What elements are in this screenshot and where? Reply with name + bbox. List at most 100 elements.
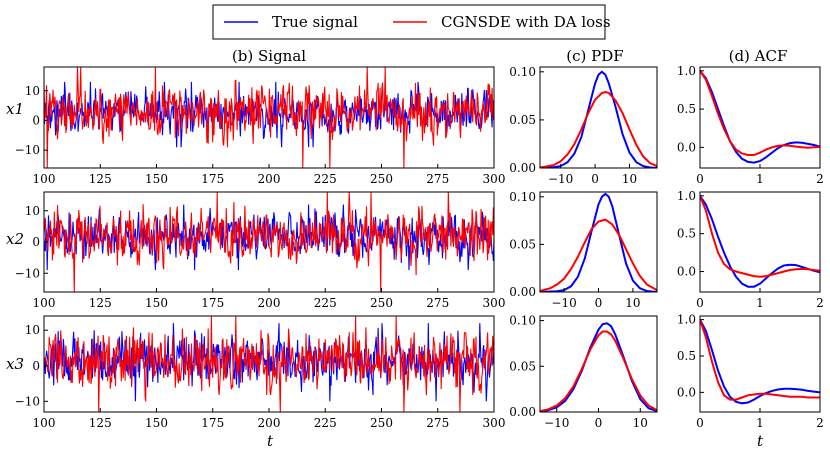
- title-pdf: (c) PDF: [566, 47, 623, 65]
- series-line-cgnsde: [540, 218, 657, 292]
- x-tick-label: 0: [595, 296, 603, 310]
- series-line-cgnsde: [540, 330, 657, 412]
- y-tick-label: 0.5: [677, 349, 696, 363]
- y-tick-label: 0.0: [677, 385, 696, 399]
- plot-area-pdf-x2: [540, 192, 657, 292]
- y-tick-label: 0.00: [509, 405, 536, 419]
- plot-area-signal-x1: [44, 67, 494, 168]
- y-tick-label: 10: [25, 323, 40, 337]
- x-tick-label: 275: [426, 172, 449, 186]
- x-tick-label: 2: [816, 416, 824, 430]
- plot-area-acf-x2: [700, 195, 820, 288]
- xlabel-t-acf: t: [757, 432, 764, 450]
- x-tick-label: 2: [816, 296, 824, 310]
- x-tick-label: 1: [756, 416, 764, 430]
- y-tick-label: 0.00: [509, 285, 536, 299]
- x-tick-label: 175: [201, 172, 224, 186]
- x-tick-label: 175: [201, 416, 224, 430]
- x-tick-label: 200: [258, 296, 281, 310]
- series-line-cgnsde: [540, 90, 657, 168]
- y-tick-label: 0: [32, 235, 40, 249]
- x-tick-label: 10: [633, 416, 648, 430]
- x-tick-label: −10: [551, 296, 576, 310]
- x-tick-label: 2: [816, 172, 824, 186]
- x-tick-label: 10: [625, 296, 640, 310]
- x-tick-label: 1: [756, 172, 764, 186]
- x-tick-label: 275: [426, 296, 449, 310]
- y-tick-label: 1.0: [677, 64, 696, 78]
- y-tick-label: 0.05: [509, 237, 536, 251]
- series-line-true-signal: [700, 195, 820, 288]
- row-label-x1-text: x1: [6, 100, 24, 118]
- row-label-x3-text: x3: [6, 355, 24, 373]
- xlabel-t-signal: t: [267, 432, 274, 450]
- x-tick-label: 275: [426, 416, 449, 430]
- series-line-cgnsde: [44, 67, 494, 168]
- y-tick-label: 10: [25, 84, 40, 98]
- x-tick-label: 300: [483, 172, 506, 186]
- series-line-true-signal: [700, 70, 820, 164]
- legend-label-true-signal: True signal: [272, 13, 358, 31]
- x-tick-label: 0: [696, 172, 704, 186]
- y-tick-label: 0.05: [509, 113, 536, 127]
- y-tick-label: 1.0: [677, 189, 696, 203]
- x-tick-label: 0: [696, 416, 704, 430]
- y-tick-label: −10: [15, 394, 40, 408]
- title-acf: (d) ACF: [729, 47, 788, 65]
- series-line-true-signal: [540, 192, 657, 292]
- y-tick-label: 0: [32, 113, 40, 127]
- plot-area-pdf-x3: [540, 322, 657, 412]
- plot-area-signal-x3: [44, 316, 494, 412]
- y-tick-label: 0: [32, 359, 40, 373]
- x-tick-label: −10: [548, 172, 573, 186]
- x-tick-label: 10: [622, 172, 637, 186]
- y-tick-label: 0.05: [509, 359, 536, 373]
- x-tick-label: 300: [483, 296, 506, 310]
- series-line-cgnsde: [700, 70, 820, 156]
- panel-pdf-x2: −10 0 10 0.00 0.05 0.10: [509, 190, 658, 310]
- plot-area-signal-x2: [44, 192, 494, 292]
- row-label-x1: x1: [6, 100, 24, 118]
- x-tick-label: 100: [33, 416, 56, 430]
- x-tick-label: 100: [33, 296, 56, 310]
- x-tick-label: 225: [314, 416, 337, 430]
- x-tick-label: 125: [89, 416, 112, 430]
- y-tick-label: 0.10: [509, 65, 536, 79]
- plot-area-pdf-x1: [540, 70, 657, 168]
- panel-acf-x1: 0 1 2 0.0 0.5 1.0: [677, 64, 824, 186]
- panel-acf-x2: 0 1 2 0.0 0.5 1.0: [677, 189, 824, 310]
- series-line-true-signal: [700, 319, 820, 405]
- x-tick-label: 1: [756, 296, 764, 310]
- x-tick-label: 150: [145, 296, 168, 310]
- series-line-true-signal: [540, 322, 657, 412]
- x-tick-label: 150: [145, 172, 168, 186]
- panel-pdf-x3: −10 0 10 0.00 0.05 0.10: [509, 314, 658, 430]
- y-tick-label: 1.0: [677, 313, 696, 327]
- y-tick-label: 0.5: [677, 102, 696, 116]
- row-label-x2: x2: [6, 230, 24, 248]
- y-tick-label: 0.10: [509, 314, 536, 328]
- x-tick-label: 175: [201, 296, 224, 310]
- series-line-cgnsde: [700, 195, 820, 278]
- y-tick-label: 0.00: [509, 161, 536, 175]
- x-tick-label: 125: [89, 296, 112, 310]
- plot-area-acf-x3: [700, 319, 820, 405]
- x-tick-label: 0: [591, 172, 599, 186]
- x-tick-label: 225: [314, 172, 337, 186]
- panel-acf-x3: 0 1 2 0.0 0.5 1.0: [677, 313, 824, 430]
- y-tick-label: 10: [25, 204, 40, 218]
- y-tick-label: 0.10: [509, 190, 536, 204]
- panel-signal-x3: 100 125 150 175 200 225 250 275 300 −10 0 10: [15, 315, 505, 430]
- axes-frame: [539, 66, 658, 169]
- row-label-x2-text: x2: [6, 230, 24, 248]
- x-tick-label: 200: [258, 172, 281, 186]
- legend-label-cgnsde: CGNSDE with DA loss: [441, 13, 611, 31]
- x-tick-label: 125: [89, 172, 112, 186]
- y-tick-label: 0.0: [677, 265, 696, 279]
- y-tick-label: 0.0: [677, 140, 696, 154]
- x-tick-label: 100: [33, 172, 56, 186]
- x-tick-label: 250: [370, 172, 393, 186]
- x-tick-label: 0: [595, 416, 603, 430]
